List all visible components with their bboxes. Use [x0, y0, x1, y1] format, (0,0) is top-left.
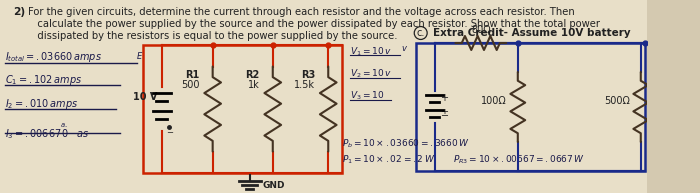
Bar: [416, 43, 645, 171]
Text: R1: R1: [186, 70, 199, 80]
Text: $V_3=10$: $V_3=10$: [349, 90, 384, 102]
Text: GND: GND: [262, 180, 285, 190]
Text: Extra Credit- Assume 10V battery: Extra Credit- Assume 10V battery: [433, 28, 631, 38]
Text: 80Ω: 80Ω: [471, 25, 491, 35]
Text: 1k: 1k: [248, 80, 260, 91]
Text: c.: c.: [416, 28, 425, 38]
Text: 2): 2): [13, 7, 25, 17]
Text: For the given circuits, determine the current through each resistor and the volt: For the given circuits, determine the cu…: [28, 7, 575, 17]
Text: E: E: [136, 52, 142, 61]
Bar: [144, 45, 342, 173]
Text: $V_2=10\,v$: $V_2=10\,v$: [349, 68, 391, 80]
Text: ±: ±: [440, 108, 448, 118]
Text: $P_b=10\times.03660=.3660\,W$: $P_b=10\times.03660=.3660\,W$: [342, 138, 470, 151]
Text: dissipated by the resistors is equal to the power supplied by the source.: dissipated by the resistors is equal to …: [28, 31, 397, 41]
Text: 500: 500: [181, 80, 200, 91]
Text: $V_1=10\,v$: $V_1=10\,v$: [349, 45, 391, 58]
Text: v: v: [401, 44, 406, 53]
Text: R3: R3: [301, 70, 315, 80]
Text: calculate the power supplied by the source and the power dissipated by each resi: calculate the power supplied by the sour…: [28, 19, 600, 29]
Text: −: −: [167, 129, 174, 137]
Text: $I_2=.010\,amps$: $I_2=.010\,amps$: [5, 97, 78, 111]
Text: $P_1=10\times.02=.2\,W$: $P_1=10\times.02=.2\,W$: [342, 153, 435, 166]
Text: 10 V: 10 V: [133, 92, 158, 102]
Text: $P_{R3}=10\times.00667=.0667\,W$: $P_{R3}=10\times.00667=.0667\,W$: [453, 153, 585, 166]
Text: 1.5k: 1.5k: [294, 80, 315, 91]
Text: 500Ω: 500Ω: [604, 96, 630, 106]
Text: 100Ω: 100Ω: [481, 96, 507, 106]
Text: $I_3=.00667\overset{a.}{0}\!-\!as$: $I_3=.00667\overset{a.}{0}\!-\!as$: [5, 121, 90, 141]
Text: $I_{total}=.03660\,amps$: $I_{total}=.03660\,amps$: [5, 50, 102, 64]
Text: R2: R2: [246, 70, 260, 80]
Text: $C_1=.102\,amps$: $C_1=.102\,amps$: [5, 73, 82, 87]
Text: +: +: [440, 93, 448, 103]
